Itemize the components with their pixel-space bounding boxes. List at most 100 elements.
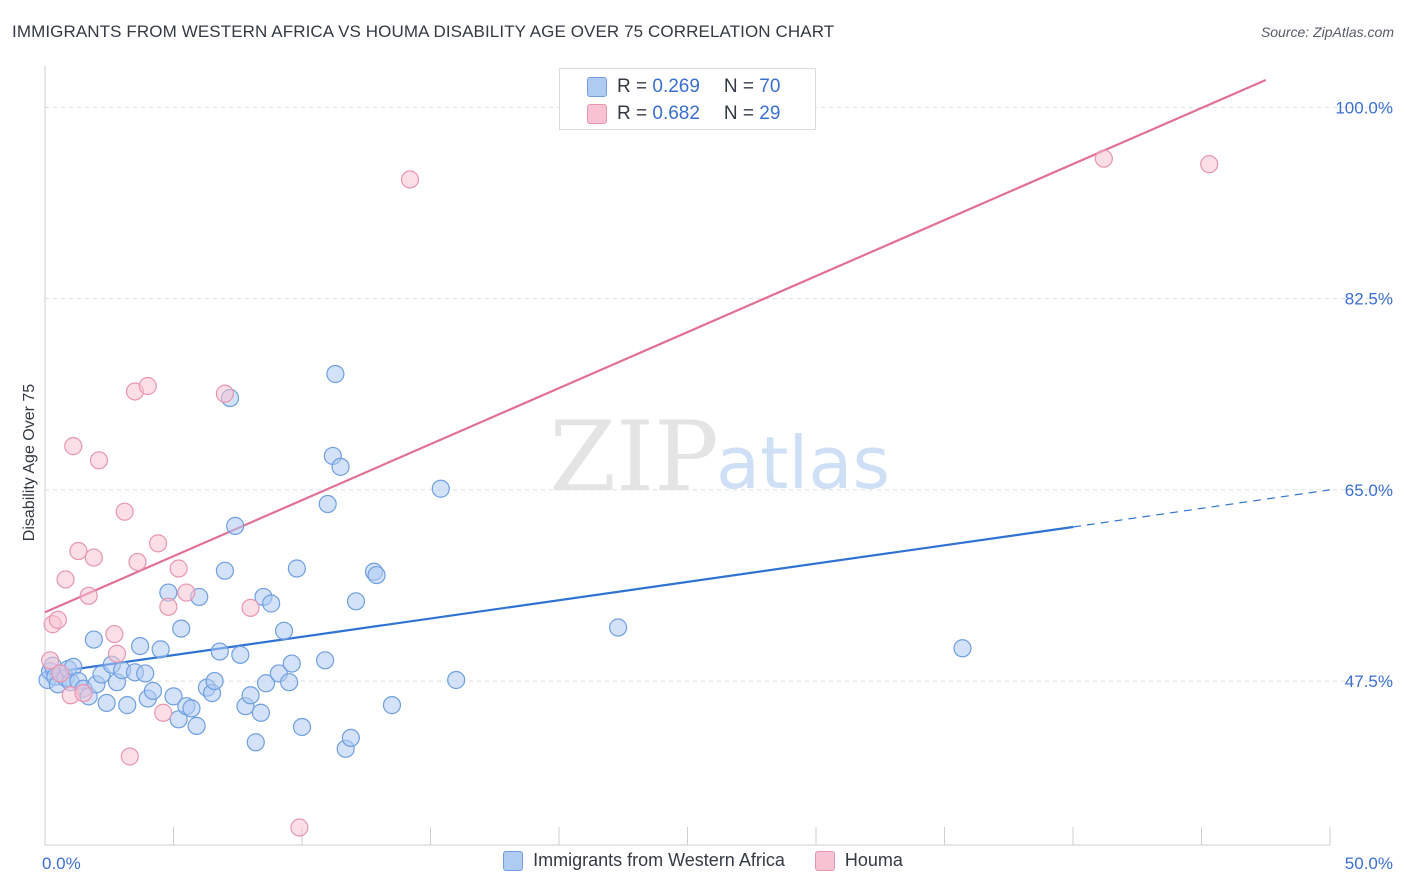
- chart-title: IMMIGRANTS FROM WESTERN AFRICA VS HOUMA …: [12, 22, 835, 41]
- r-value: 0.682: [652, 103, 700, 124]
- data-point-western-africa: [231, 645, 250, 664]
- data-point-western-africa: [262, 594, 281, 613]
- data-point-houma: [1200, 155, 1219, 174]
- data-point-houma: [84, 548, 103, 567]
- x-tick-label: 50.0%: [1345, 854, 1393, 873]
- data-point-western-africa: [367, 565, 386, 585]
- data-point-houma: [105, 624, 124, 644]
- watermark-atlas: atlas: [716, 421, 890, 505]
- legend-item-western-africa[interactable]: Immigrants from Western Africa: [503, 850, 785, 871]
- r-value: 0.269: [652, 76, 700, 97]
- data-point-houma: [138, 376, 157, 396]
- data-point-houma: [128, 552, 147, 572]
- y-axis-label: Disability Age Over 75: [21, 384, 38, 542]
- data-point-western-africa: [292, 717, 312, 737]
- data-point-houma: [177, 583, 196, 602]
- data-point-houma: [290, 818, 309, 837]
- data-point-western-africa: [172, 619, 191, 638]
- data-point-houma: [79, 586, 98, 605]
- data-point-houma: [169, 559, 188, 578]
- data-point-western-africa: [431, 479, 450, 498]
- data-point-western-africa: [151, 640, 170, 659]
- data-point-houma: [107, 644, 127, 663]
- data-point-western-africa: [316, 651, 335, 670]
- y-tick-label: 100.0%: [1335, 98, 1393, 117]
- trendline-western-africa-extension: [1072, 489, 1331, 528]
- correlation-row-blue: R = 0.269 N = 70: [587, 74, 780, 100]
- data-point-houma: [148, 534, 168, 553]
- n-value: 29: [759, 103, 781, 124]
- correlation-row-pink: R = 0.682 N = 29: [587, 101, 780, 127]
- data-point-western-africa: [246, 733, 265, 752]
- data-point-western-africa: [318, 494, 337, 514]
- data-point-western-africa: [84, 630, 103, 649]
- data-point-houma: [115, 502, 134, 521]
- data-point-western-africa: [953, 639, 972, 658]
- data-point-western-africa: [187, 716, 206, 735]
- data-point-western-africa: [210, 642, 229, 661]
- data-point-western-africa: [143, 681, 163, 701]
- data-point-western-africa: [609, 618, 628, 637]
- data-point-western-africa: [280, 673, 299, 692]
- data-point-western-africa: [274, 621, 294, 640]
- n-label: N =: [723, 76, 760, 97]
- data-point-houma: [48, 610, 67, 629]
- data-point-houma: [241, 598, 260, 617]
- data-point-houma: [56, 570, 75, 589]
- data-point-houma: [159, 597, 178, 616]
- data-point-western-africa: [164, 687, 183, 706]
- series-legend: Immigrants from Western Africa Houma: [0, 850, 1406, 871]
- watermark-zip: ZIP: [549, 401, 718, 513]
- x-tick-label: 0.0%: [42, 854, 81, 873]
- data-point-western-africa: [326, 364, 345, 384]
- data-point-western-africa: [287, 559, 306, 578]
- data-point-western-africa: [241, 686, 260, 705]
- r-label: R =: [617, 103, 653, 124]
- data-point-western-africa: [331, 457, 350, 476]
- axes: [44, 66, 1331, 846]
- legend-item-houma[interactable]: Houma: [814, 850, 903, 871]
- data-point-western-africa: [447, 670, 466, 690]
- data-point-western-africa: [251, 703, 270, 722]
- data-point-houma: [1094, 149, 1113, 168]
- data-point-houma: [400, 170, 420, 189]
- correlation-legend: R = 0.269 N = 70 R = 0.682 N = 29: [559, 68, 816, 130]
- r-label: R =: [617, 76, 653, 97]
- data-points: [38, 149, 1219, 837]
- data-point-houma: [41, 651, 60, 670]
- data-point-western-africa: [226, 516, 245, 535]
- data-point-houma: [69, 541, 88, 561]
- grid-lines: [45, 106, 1392, 682]
- pink-swatch: [587, 104, 607, 124]
- data-point-western-africa: [182, 699, 201, 718]
- legend-swatch-blue: [503, 850, 524, 871]
- data-point-houma: [74, 683, 93, 703]
- data-point-western-africa: [256, 674, 276, 693]
- data-point-western-africa: [130, 636, 150, 656]
- data-point-western-africa: [136, 664, 155, 683]
- data-point-western-africa: [346, 592, 366, 611]
- data-point-houma: [89, 451, 109, 470]
- data-point-houma: [64, 437, 83, 456]
- y-tick-label: 82.5%: [1345, 290, 1393, 309]
- y-tick-label: 47.5%: [1345, 672, 1393, 691]
- data-point-houma: [154, 703, 173, 722]
- trendline-houma: [44, 78, 1267, 614]
- legend-swatch-pink: [814, 850, 835, 871]
- n-label: N =: [723, 103, 760, 124]
- data-point-houma: [51, 664, 70, 683]
- y-tick-label: 65.0%: [1345, 481, 1393, 500]
- data-point-western-africa: [215, 561, 234, 580]
- data-point-western-africa: [282, 654, 301, 673]
- legend-label-western-africa: Immigrants from Western Africa: [533, 850, 785, 870]
- trend-lines: [44, 78, 1331, 675]
- data-point-western-africa: [382, 696, 402, 715]
- data-point-houma: [120, 747, 139, 766]
- data-point-western-africa: [97, 693, 116, 713]
- n-value: 70: [759, 76, 781, 97]
- data-point-houma: [215, 384, 234, 403]
- data-point-western-africa: [118, 696, 137, 715]
- data-point-western-africa: [205, 671, 224, 691]
- blue-swatch: [587, 77, 607, 97]
